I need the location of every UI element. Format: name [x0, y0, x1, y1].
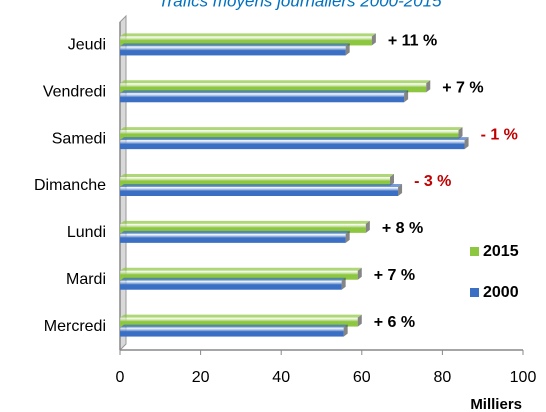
bar-face	[120, 46, 346, 56]
y-tick-label: Mardi	[66, 271, 106, 288]
bar-face	[120, 233, 346, 243]
bar	[120, 80, 431, 93]
bar-side	[345, 43, 350, 56]
y-tick-label: Lundi	[67, 224, 106, 241]
bar-face	[120, 36, 372, 46]
bar	[120, 127, 463, 140]
x-tick-label: 0	[116, 369, 125, 386]
annotation: + 6 %	[374, 314, 415, 331]
bar-side	[464, 137, 469, 150]
bar-side	[390, 174, 395, 186]
bar-top	[120, 324, 348, 328]
bar	[120, 324, 348, 337]
bar-face	[120, 140, 465, 150]
annotation: + 8 %	[382, 220, 423, 237]
bar-top	[120, 174, 395, 177]
x-tick-label: 40	[272, 369, 290, 386]
bar-side	[404, 90, 409, 103]
bar-face	[120, 270, 358, 280]
bar-side	[341, 277, 346, 290]
bar	[120, 314, 362, 327]
annotation: - 3 %	[414, 173, 451, 190]
bar-top	[120, 230, 350, 234]
legend-label: 2015	[483, 243, 519, 260]
bar-face	[120, 280, 342, 290]
legend-swatch	[470, 247, 479, 256]
bar	[120, 184, 403, 196]
y-tick-label: Vendredi	[43, 84, 106, 101]
bar-face	[120, 187, 399, 196]
bar-face	[120, 83, 427, 93]
bar-top	[120, 33, 376, 37]
x-axis-label: Milliers	[470, 396, 522, 412]
bar-side	[357, 267, 362, 280]
bar	[120, 174, 395, 186]
bar	[120, 33, 376, 46]
bar-top	[120, 80, 431, 84]
x-tick-label: 80	[434, 369, 452, 386]
annotation: + 7 %	[442, 80, 483, 97]
x-tick-label: 60	[353, 369, 371, 386]
bar-side	[398, 184, 403, 196]
y-tick-label: Mercredi	[44, 318, 106, 335]
y-tick-label: Dimanche	[34, 177, 106, 194]
bar-top	[120, 90, 409, 94]
bar-top	[120, 137, 469, 141]
bar-face	[120, 223, 366, 233]
bar-top	[120, 127, 463, 131]
bar-top	[120, 43, 350, 47]
bar-side	[426, 80, 431, 93]
bar-face	[120, 177, 391, 186]
bar	[120, 230, 350, 243]
chart-title: Trafics moyens journaliers 2000-2015	[158, 0, 442, 10]
bar	[120, 267, 362, 280]
annotation: - 1 %	[481, 126, 518, 143]
bar-face	[120, 317, 358, 327]
bar-top	[120, 267, 362, 271]
bar-top	[120, 220, 370, 224]
bar-side	[357, 314, 362, 327]
bar-top	[120, 184, 403, 187]
bar-side	[343, 324, 348, 337]
bar	[120, 137, 469, 150]
bar-top	[120, 314, 362, 318]
y-tick-label: Jeudi	[68, 37, 106, 54]
bar-side	[458, 127, 463, 140]
legend-swatch	[470, 288, 479, 297]
legend-label: 2000	[483, 284, 519, 301]
bar-side	[371, 33, 376, 46]
annotation: + 11 %	[388, 33, 437, 50]
x-tick-label: 20	[192, 369, 210, 386]
bar	[120, 277, 346, 290]
x-tick-label: 100	[510, 369, 537, 386]
bar-face	[120, 130, 459, 140]
bar-top	[120, 277, 346, 281]
bar-side	[365, 220, 370, 233]
bar	[120, 43, 350, 56]
bar-face	[120, 327, 344, 337]
bar	[120, 90, 409, 103]
bar-face	[120, 93, 405, 103]
bar-side	[345, 230, 350, 243]
bar	[120, 220, 370, 233]
y-tick-label: Samedi	[52, 130, 106, 147]
annotation: + 7 %	[374, 267, 415, 284]
